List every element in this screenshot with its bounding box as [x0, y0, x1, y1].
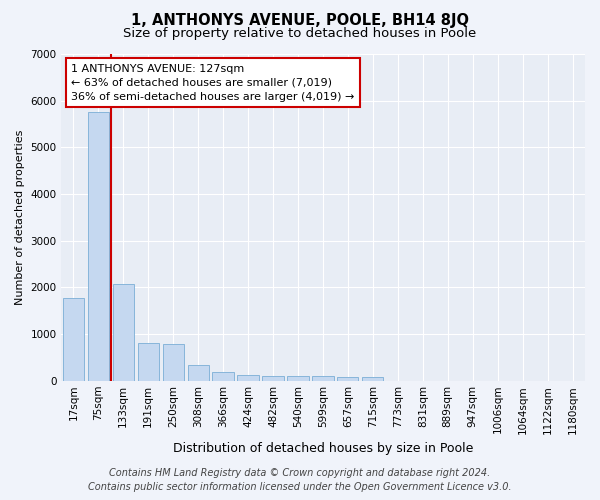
Bar — [212, 372, 233, 381]
Text: Contains HM Land Registry data © Crown copyright and database right 2024.
Contai: Contains HM Land Registry data © Crown c… — [88, 468, 512, 492]
Bar — [163, 344, 184, 381]
Text: Size of property relative to detached houses in Poole: Size of property relative to detached ho… — [124, 28, 476, 40]
Bar — [188, 365, 209, 381]
Bar — [313, 376, 334, 381]
Bar — [113, 284, 134, 381]
X-axis label: Distribution of detached houses by size in Poole: Distribution of detached houses by size … — [173, 442, 473, 455]
Y-axis label: Number of detached properties: Number of detached properties — [15, 130, 25, 305]
Text: 1, ANTHONYS AVENUE, POOLE, BH14 8JQ: 1, ANTHONYS AVENUE, POOLE, BH14 8JQ — [131, 12, 469, 28]
Bar — [287, 376, 308, 381]
Bar — [262, 376, 284, 381]
Bar — [137, 344, 159, 381]
Text: 1 ANTHONYS AVENUE: 127sqm
← 63% of detached houses are smaller (7,019)
36% of se: 1 ANTHONYS AVENUE: 127sqm ← 63% of detac… — [71, 64, 355, 102]
Bar — [63, 298, 84, 381]
Bar — [88, 112, 109, 381]
Bar — [362, 376, 383, 381]
Bar — [238, 376, 259, 381]
Bar — [337, 376, 358, 381]
